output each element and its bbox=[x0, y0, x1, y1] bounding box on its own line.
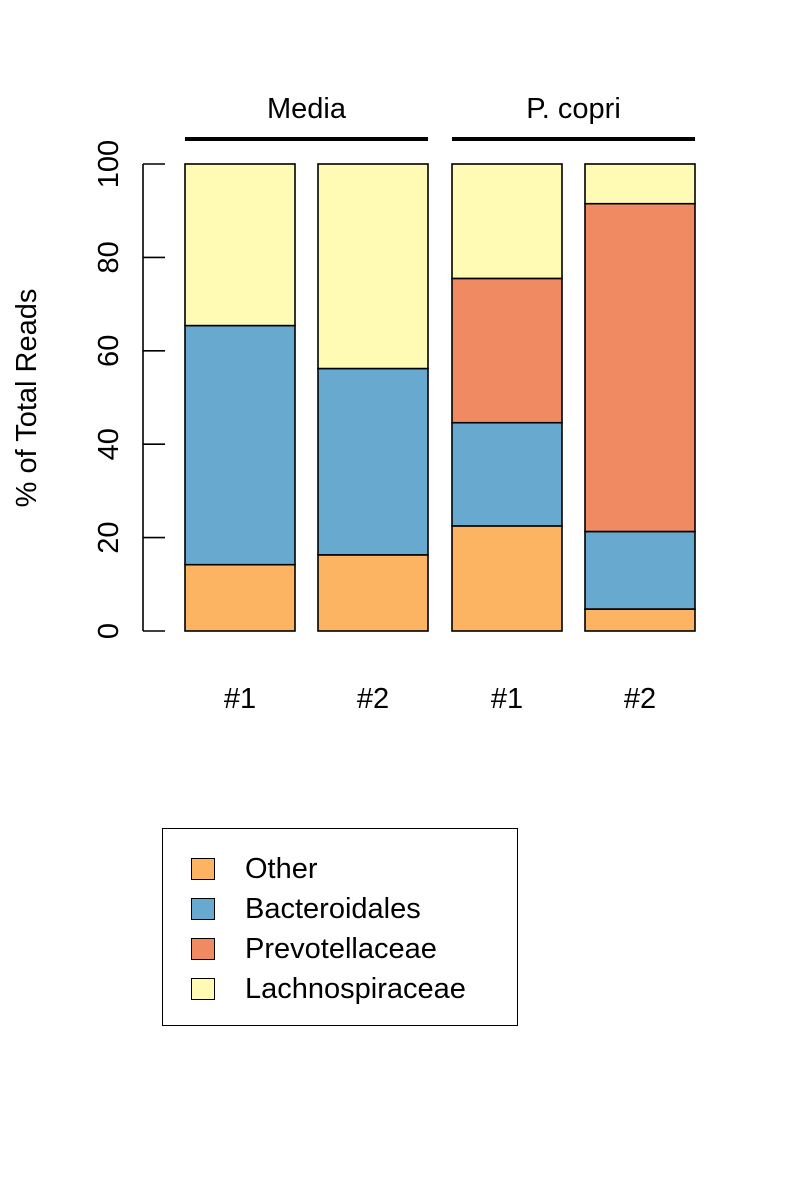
bar-segment-lachnospiraceae bbox=[317, 163, 429, 370]
y-tick-label: 60 bbox=[93, 335, 125, 367]
legend-swatch-other bbox=[191, 858, 215, 880]
bar-segment-other bbox=[184, 563, 296, 632]
legend: Other Bacteroidales Prevotellaceae Lachn… bbox=[162, 828, 518, 1026]
legend-label-bacteroidales: Bacteroidales bbox=[245, 892, 421, 925]
bar-segment-bacteroidales bbox=[184, 324, 296, 566]
y-tick-label: 0 bbox=[93, 623, 125, 639]
bar-segment-other bbox=[584, 608, 696, 632]
legend-label-other: Other bbox=[245, 852, 318, 885]
bar-segment-lachnospiraceae bbox=[584, 163, 696, 205]
bars bbox=[184, 163, 696, 632]
x-tick-label: #2 bbox=[624, 683, 656, 715]
x-tick-label: #1 bbox=[224, 683, 256, 715]
y-tick-label: 80 bbox=[93, 241, 125, 273]
legend-label-prevotellaceae: Prevotellaceae bbox=[245, 932, 437, 965]
legend-swatch-bacteroidales bbox=[191, 898, 215, 920]
legend-item-bacteroidales: Bacteroidales bbox=[191, 892, 421, 925]
labels: #1 #2 #1 #2 Media P. copri bbox=[185, 93, 695, 715]
y-tick-label: 100 bbox=[93, 140, 125, 188]
x-tick-label: #1 bbox=[491, 683, 523, 715]
bar-segment-prevotellaceae bbox=[584, 202, 696, 533]
legend-swatch-lachnospiraceae bbox=[191, 978, 215, 1000]
legend-item-prevotellaceae: Prevotellaceae bbox=[191, 932, 437, 965]
legend-item-lachnospiraceae: Lachnospiraceae bbox=[191, 972, 466, 1005]
bar-segment-bacteroidales bbox=[584, 530, 696, 610]
group-label: P. copri bbox=[526, 93, 621, 125]
bar-segment-lachnospiraceae bbox=[184, 163, 296, 327]
bar-segment-prevotellaceae bbox=[451, 277, 563, 424]
x-tick-label: #2 bbox=[357, 683, 389, 715]
legend-swatch-prevotellaceae bbox=[191, 938, 215, 960]
legend-item-other: Other bbox=[191, 852, 318, 885]
group-label: Media bbox=[267, 93, 347, 125]
legend-label-lachnospiraceae: Lachnospiraceae bbox=[245, 972, 466, 1005]
bar-segment-other bbox=[451, 525, 563, 632]
bar-segment-bacteroidales bbox=[317, 367, 429, 556]
bar-segment-other bbox=[317, 554, 429, 632]
y-tick-label: 40 bbox=[93, 428, 125, 460]
y-axis: 0 20 40 60 80 100 bbox=[93, 140, 165, 639]
y-axis-title: % of Total Reads bbox=[11, 289, 43, 508]
y-tick-label: 20 bbox=[93, 521, 125, 553]
bar-segment-lachnospiraceae bbox=[451, 163, 563, 280]
bar-segment-bacteroidales bbox=[451, 421, 563, 527]
